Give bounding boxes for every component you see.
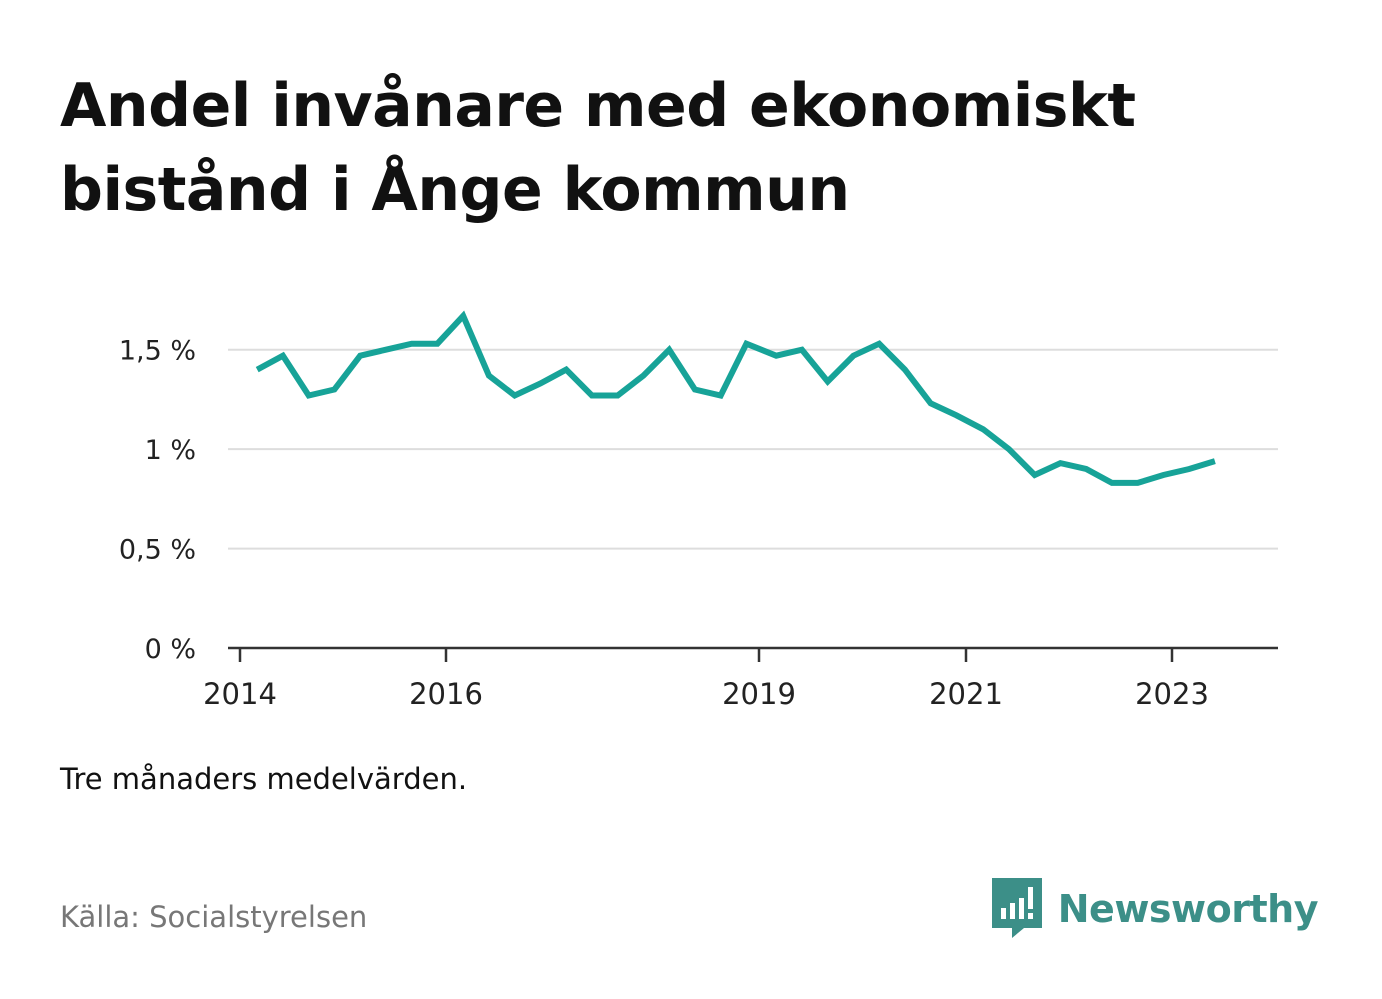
y-tick-label: 0 %: [145, 634, 196, 665]
y-tick-label: 0,5 %: [119, 535, 196, 566]
x-tick-label: 2019: [722, 677, 796, 711]
series-line: [255, 310, 1216, 486]
brand-logo: Newsworthy: [991, 878, 1319, 940]
x-tick-label: 2021: [929, 677, 1003, 711]
x-tick-label: 2014: [203, 677, 277, 711]
newsworthy-logo-icon: [991, 878, 1042, 938]
y-tick-label: 1,5 %: [119, 336, 196, 367]
x-tick-label: 2023: [1135, 677, 1209, 711]
x-tick-label: 2016: [409, 677, 483, 711]
chart-note: Tre månaders medelvärden.: [60, 762, 468, 796]
y-tick-label: 1 %: [145, 435, 196, 466]
source-label: Källa: Socialstyrelsen: [60, 900, 368, 934]
brand-name: Newsworthy: [1057, 887, 1319, 931]
chart-title: Andel invånare med ekonomiskt bistånd i …: [60, 71, 1136, 225]
